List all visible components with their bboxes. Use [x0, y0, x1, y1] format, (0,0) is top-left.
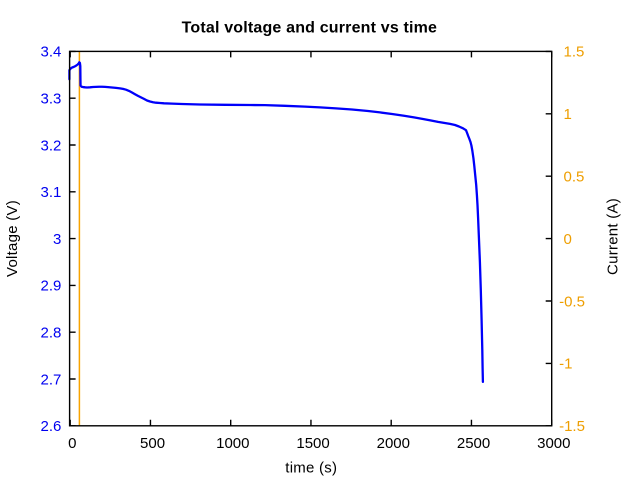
svg-text:0.5: 0.5 — [564, 169, 585, 186]
svg-text:2500: 2500 — [457, 435, 490, 452]
svg-text:3: 3 — [53, 231, 61, 248]
svg-text:0: 0 — [564, 231, 572, 248]
svg-text:2.9: 2.9 — [41, 278, 62, 295]
svg-text:Voltage (V): Voltage (V) — [4, 200, 21, 277]
svg-text:3.2: 3.2 — [41, 137, 62, 154]
svg-text:1.5: 1.5 — [564, 44, 585, 61]
svg-text:3.4: 3.4 — [41, 44, 62, 61]
svg-text:1500: 1500 — [296, 435, 329, 452]
svg-text:3.1: 3.1 — [41, 184, 62, 201]
svg-text:3000: 3000 — [537, 435, 570, 452]
svg-text:2.7: 2.7 — [41, 371, 62, 388]
svg-text:2.8: 2.8 — [41, 325, 62, 342]
svg-text:0: 0 — [68, 435, 76, 452]
svg-text:Current (A): Current (A) — [605, 198, 622, 275]
svg-text:Total voltage and current vs t: Total voltage and current vs time — [182, 20, 437, 37]
svg-text:3.3: 3.3 — [41, 91, 62, 108]
svg-text:1000: 1000 — [216, 435, 249, 452]
svg-text:-1: -1 — [559, 356, 572, 373]
svg-text:-0.5: -0.5 — [559, 293, 585, 310]
svg-text:time (s): time (s) — [285, 460, 337, 477]
svg-text:1: 1 — [564, 106, 572, 123]
svg-text:2.6: 2.6 — [41, 418, 62, 435]
svg-text:-1.5: -1.5 — [559, 418, 585, 435]
svg-text:500: 500 — [140, 435, 165, 452]
svg-text:2000: 2000 — [377, 435, 410, 452]
